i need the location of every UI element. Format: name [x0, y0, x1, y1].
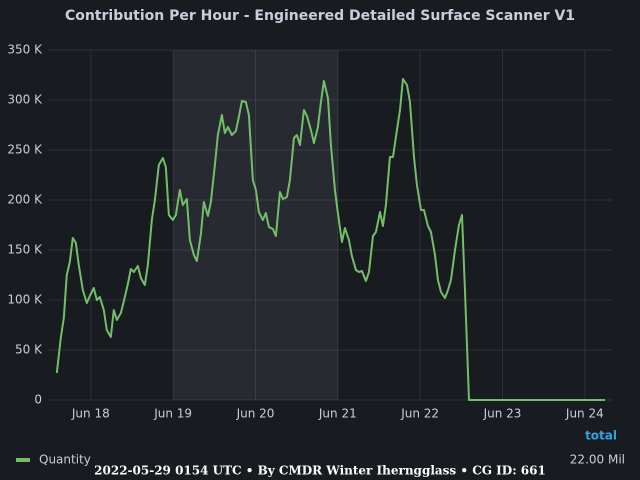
- x-tick-label: Jun 24: [565, 407, 604, 421]
- y-tick-label: 50 K: [15, 343, 43, 357]
- y-tick-label: 250 K: [7, 143, 43, 157]
- y-tick-label: 100 K: [7, 293, 43, 307]
- y-tick-label: 150 K: [7, 243, 43, 257]
- x-tick-label: Jun 21: [318, 407, 357, 421]
- x-tick-label: Jun 20: [236, 407, 275, 421]
- legend-header: total: [585, 429, 617, 443]
- legend-total: 22.00 Mil: [570, 453, 625, 467]
- y-tick-label: 300 K: [7, 93, 43, 107]
- chart-title: Contribution Per Hour - Engineered Detai…: [65, 8, 575, 24]
- y-tick-label: 0: [34, 393, 42, 407]
- x-tick-label: Jun 18: [71, 407, 110, 421]
- data-line: [55, 78, 606, 401]
- legend-label: Quantity: [39, 453, 91, 467]
- x-tick-label: Jun 22: [400, 407, 439, 421]
- y-tick-label: 350 K: [7, 43, 43, 57]
- shaded-region: [173, 50, 338, 400]
- y-tick-label: 200 K: [7, 193, 43, 207]
- footer: 2022-05-29 0154 UTC • By CMDR Winter Ihe…: [94, 464, 546, 478]
- x-tick-label: Jun 19: [153, 407, 192, 421]
- x-tick-label: Jun 23: [483, 407, 522, 421]
